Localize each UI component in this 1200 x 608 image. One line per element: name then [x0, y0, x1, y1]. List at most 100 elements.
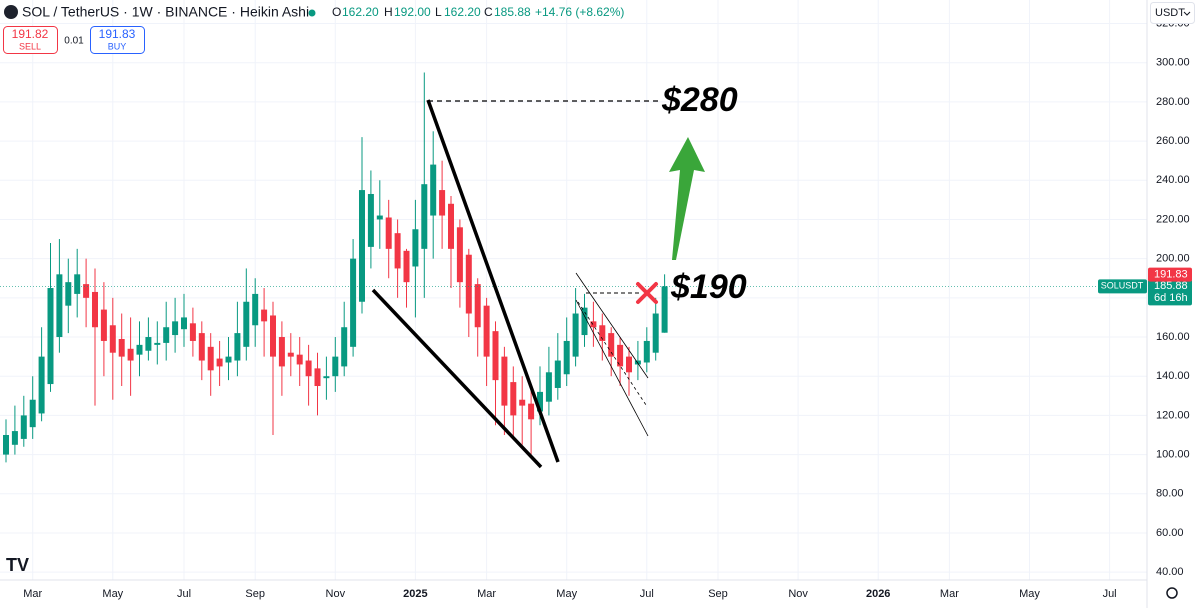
ohlc-label: C [484, 5, 493, 19]
countdown-label: 6d 16h [1154, 292, 1188, 304]
candle-body [341, 327, 348, 367]
x-tick-label: Mar [23, 588, 42, 600]
candle-body [421, 184, 428, 249]
candles [0, 72, 1147, 463]
candle-body [501, 356, 508, 406]
candle-body [510, 382, 517, 416]
ohlc-value: 185.88 [494, 5, 531, 19]
candle-body [439, 190, 446, 216]
candle-body [465, 254, 472, 314]
y-tick-label: 240.00 [1156, 174, 1190, 186]
candle-body [412, 229, 419, 267]
x-tick-label: Jul [177, 588, 191, 600]
candle-body [252, 293, 259, 326]
candle-body [359, 190, 365, 302]
last-price-tag [1148, 279, 1192, 306]
candle-body [626, 356, 632, 373]
candle-body [599, 325, 606, 341]
ohlc-value: 192.00 [394, 5, 431, 19]
candle-body [20, 415, 27, 439]
sell-button[interactable] [3, 26, 58, 54]
candle-body [314, 368, 321, 387]
candle-body [3, 435, 9, 455]
candle-body [118, 338, 125, 357]
candle-body [172, 321, 179, 336]
candle-body [74, 274, 81, 294]
candle-body [189, 323, 196, 341]
x-tick-label: Mar [477, 588, 496, 600]
channel-line [575, 272, 649, 379]
symbol-tag [1098, 279, 1147, 294]
candle-body [590, 321, 597, 328]
candle-body [296, 354, 303, 365]
y-tick-label: 200.00 [1156, 253, 1190, 265]
candle-body [207, 346, 214, 371]
x-tick-label: Nov [788, 588, 808, 600]
candle-body [234, 333, 241, 361]
candle-body [652, 313, 659, 353]
candle-body [198, 333, 205, 361]
candle-body [83, 284, 90, 298]
symbol-title[interactable]: SOL / TetherUS · 1W · BINANCE · Heikin A… [22, 4, 309, 20]
dropdown-caret [1183, 11, 1191, 16]
candle-body [554, 360, 561, 388]
up-arrow [669, 137, 705, 260]
y-tick-label: 220.00 [1156, 213, 1190, 225]
candle-body [448, 203, 454, 249]
sell-price: 191.82 [12, 27, 49, 41]
candle-body [403, 250, 410, 283]
candle-body [367, 193, 374, 247]
y-tick-label: 60.00 [1156, 527, 1184, 539]
candle-body [29, 399, 36, 428]
x-tick-label: Sep [708, 588, 728, 600]
candle-body [617, 344, 624, 367]
candle-body [376, 215, 383, 220]
ohlc-value: 162.20 [342, 5, 379, 19]
candle-body [136, 344, 143, 355]
candle-body [163, 327, 170, 343]
ohlc-label: L [435, 5, 442, 19]
currency-dropdown[interactable] [1150, 2, 1195, 24]
candle-body [109, 325, 116, 353]
channel-mid [577, 301, 647, 406]
candle-body [270, 315, 276, 357]
candle-body [394, 233, 401, 269]
y-tick-label: 280.00 [1156, 96, 1190, 108]
candle-body [643, 340, 650, 363]
ohlc-label: H [384, 5, 393, 19]
candle-body [145, 337, 152, 351]
sell-label: SELL [19, 41, 41, 51]
x-tick-label: Jul [640, 588, 654, 600]
annotation: $190 [670, 268, 747, 306]
symbol-tag-label: SOLUSDT [1101, 281, 1144, 291]
x-tick-label: Jul [1103, 588, 1117, 600]
y-tick-label: 80.00 [1156, 488, 1184, 500]
x-mark [636, 282, 658, 304]
annotation: $280 [661, 81, 738, 119]
candle-body [38, 356, 45, 414]
candle-body [537, 391, 543, 412]
buy-button[interactable] [90, 26, 145, 54]
candle-body [385, 217, 392, 249]
settings-icon[interactable] [1166, 587, 1178, 599]
candle-body [581, 307, 588, 336]
candle-body [430, 164, 437, 216]
ohlc-label: O [332, 5, 341, 19]
candle-body [216, 358, 223, 367]
spread: 0.01 [64, 36, 84, 47]
grid [0, 0, 1147, 580]
candle-body [528, 403, 535, 420]
candle-body [483, 305, 490, 357]
candle-body [492, 331, 499, 381]
candle-body [545, 372, 552, 402]
x-tick-label: May [556, 588, 577, 600]
y-tick-label: 300.00 [1156, 57, 1190, 69]
x-tick-label: May [1019, 588, 1040, 600]
candle-body [608, 333, 615, 357]
ask-price-tag [1148, 267, 1192, 282]
candle-body [634, 360, 641, 365]
y-tick-label: 40.00 [1156, 566, 1184, 578]
status-dot [308, 9, 316, 17]
candle-body [563, 340, 570, 375]
